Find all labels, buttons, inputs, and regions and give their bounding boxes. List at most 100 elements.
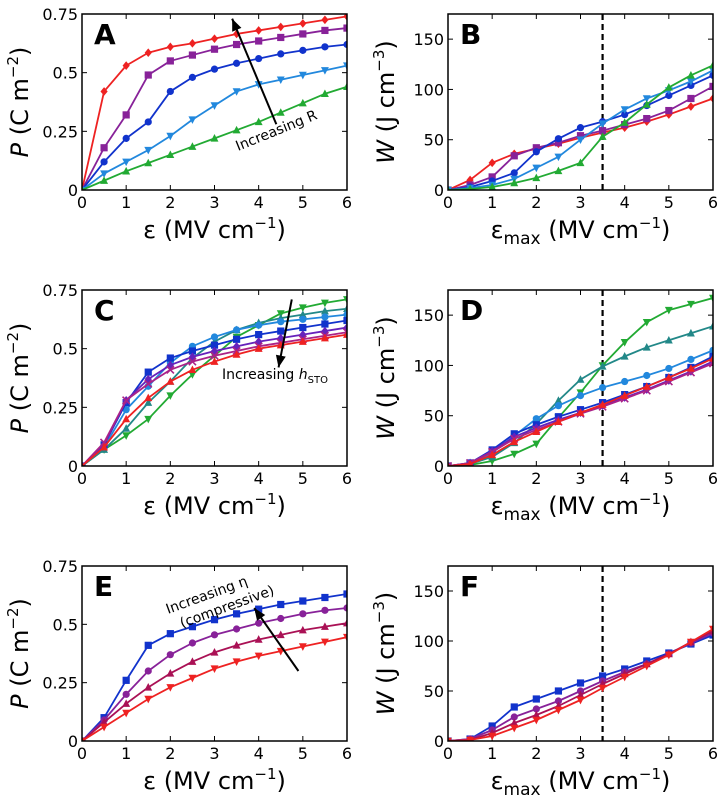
data-point [254,652,263,661]
y-axis-label-close: ) [6,47,34,56]
data-point [598,120,607,128]
data-point [232,335,241,343]
data-point [210,351,219,360]
x-axis-label: ε (MV cm−1) [143,214,286,244]
series-group [82,296,347,466]
x-tick-label: 6 [708,469,718,488]
series-group [448,294,713,466]
panel-letter: D [460,294,483,327]
y-axis-label-sup: −2 [4,608,22,630]
data-point [532,144,540,152]
data-point [188,657,197,665]
data-point [276,76,285,85]
x-axis-label-sup: −1 [639,214,661,232]
data-point [144,118,152,126]
data-point [554,153,563,162]
data-point [686,300,695,309]
data-point [188,347,197,355]
y-axis-label-close: ) [372,316,400,325]
data-point [709,625,713,634]
data-point [144,71,152,79]
x-tick-label: 4 [620,193,630,212]
data-point [210,333,219,341]
data-point [642,100,651,108]
panel-letter: F [460,570,479,603]
data-point [343,62,347,70]
y-tick-label: 0 [434,181,444,200]
x-tick-label: 1 [487,744,497,763]
data-point [277,50,285,58]
data-point [598,362,607,370]
data-point [709,60,713,69]
annotation-arrowhead [275,354,286,368]
data-point [510,437,519,446]
data-point [532,427,541,436]
data-point [100,87,108,96]
data-point [210,631,219,639]
x-axis-label-close: ) [661,492,670,520]
data-point [554,396,563,404]
y-axis-label-unit: (J cm [372,348,400,416]
data-point [232,125,241,134]
data-point [598,383,607,392]
y-axis-label-close: ) [372,40,400,49]
data-point [343,296,347,304]
data-point [643,114,651,123]
y-axis-label-var: W [372,690,400,715]
x-axis-label-close: ) [661,767,670,795]
data-point [255,26,263,35]
data-point [598,132,607,140]
data-point [576,679,585,687]
data-point [298,310,307,318]
data-point [554,166,563,175]
data-point [210,616,219,624]
data-point [709,352,713,360]
x-tick-label: 2 [165,469,175,488]
y-tick-label: 0.5 [53,615,78,634]
x-tick-label: 2 [165,193,175,212]
data-point [664,373,673,381]
data-point [448,461,453,466]
series-group [448,625,713,741]
data-point [210,648,219,656]
plot-frame [81,13,348,191]
x-tick-label: 2 [531,469,541,488]
data-point [321,26,329,35]
data-point [488,158,496,168]
x-tick-label: 0 [443,193,453,212]
y-tick-label: 50 [424,682,444,701]
data-point [510,724,519,733]
data-point [665,364,673,373]
data-point [664,335,673,344]
data-point [320,306,329,315]
data-point [343,633,347,642]
data-point [643,371,651,380]
x-tick-label: 5 [664,744,674,763]
data-point [166,630,174,638]
y-axis-label-sup: −3 [370,50,388,72]
data-point [144,368,152,376]
series-line-teal [82,307,347,466]
data-point [277,22,285,32]
panel-letter: C [94,294,115,327]
data-point [642,382,651,390]
data-point [642,343,651,351]
data-point [320,333,329,342]
data-point [144,398,153,406]
data-point [532,695,540,703]
x-tick-label: 6 [342,744,352,763]
series-group [82,14,347,190]
data-point [686,364,695,372]
series-line-lightblue [82,64,347,190]
x-tick-label: 4 [254,469,264,488]
data-point [576,408,585,416]
data-point [188,142,197,150]
data-point [299,46,307,54]
data-point [320,638,329,647]
data-point [255,619,263,627]
data-point [144,667,152,675]
x-axis-label-close: ) [661,216,670,244]
y-axis-label-sup: −2 [4,56,22,78]
